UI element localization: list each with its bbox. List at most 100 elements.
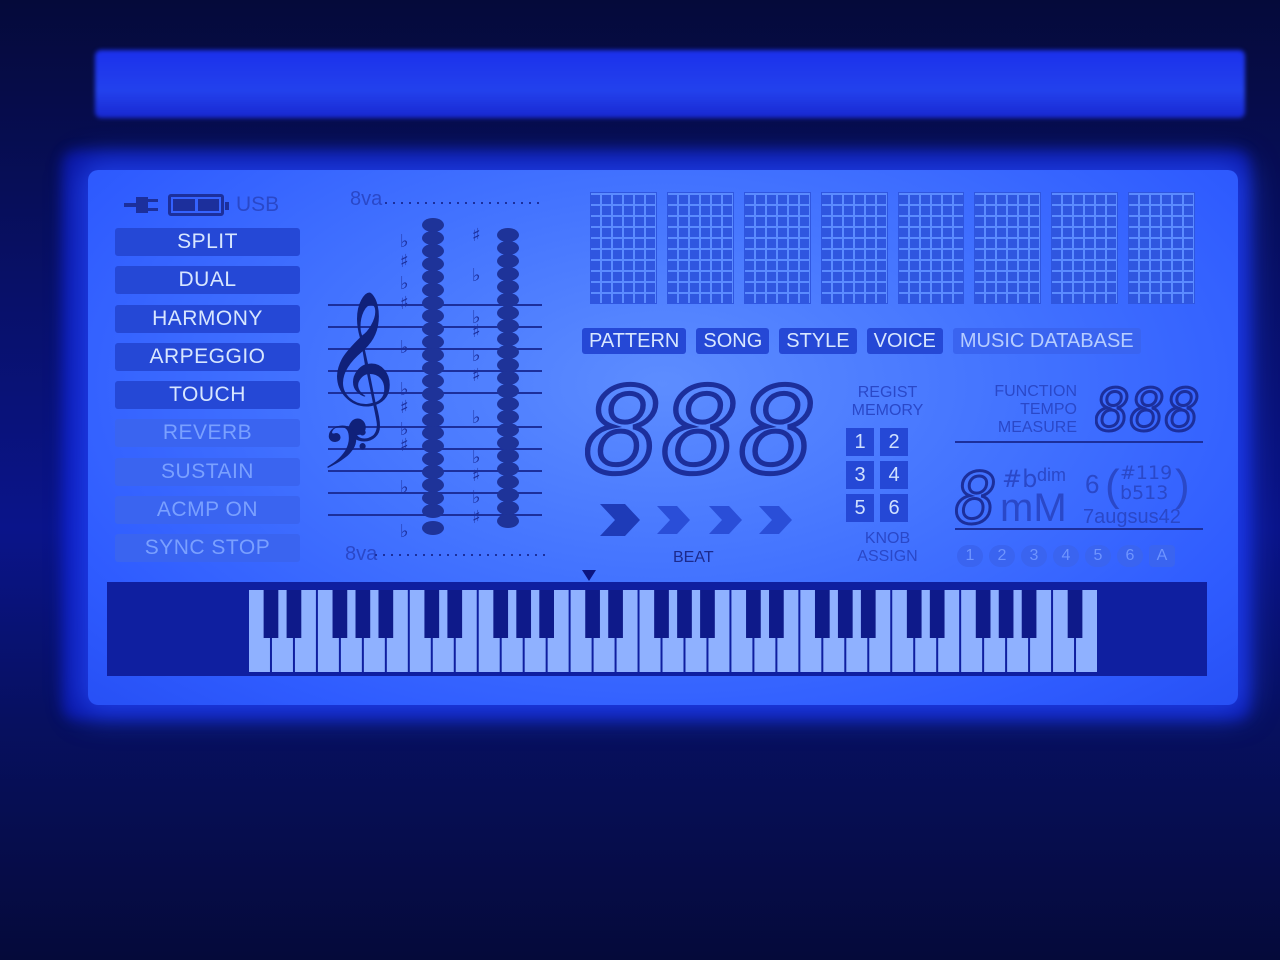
keyboard-display [249, 590, 1097, 672]
indicator-split: SPLIT [115, 228, 300, 256]
svg-text:♭: ♭ [400, 419, 409, 440]
black-key [654, 590, 669, 638]
svg-text:♭: ♭ [472, 487, 481, 508]
regist-1: 1 [846, 428, 874, 456]
treble-clef-icon: 𝄞 [322, 290, 396, 441]
power-plug-icon [124, 197, 158, 213]
divider [955, 441, 1203, 443]
svg-text:♭: ♭ [400, 379, 409, 400]
matrix-char [897, 192, 965, 304]
svg-text:888: 888 [1095, 384, 1200, 434]
mode-voice: VOICE [866, 328, 943, 354]
svg-text:mM: mM [1000, 486, 1067, 530]
black-key [585, 590, 600, 638]
black-key [447, 590, 463, 638]
indicator-arpeggio: ARPEGGIO [115, 342, 300, 371]
black-key [1067, 590, 1083, 638]
svg-text:): ) [1175, 461, 1190, 510]
svg-text:♯: ♯ [472, 321, 481, 342]
power-status: USB [122, 190, 279, 220]
regist-3: 3 [846, 461, 874, 489]
octave-down-label: 8va [345, 543, 378, 565]
black-key [860, 590, 876, 638]
matrix-char [1051, 192, 1119, 304]
svg-text:(: ( [1105, 461, 1120, 510]
music-staff: 𝄞 𝄢 ♭♯♭ ♯♭♭ ♯♭♯ ♭♭ ♯♭♭ ♯♭♯ ♭♭♯ [322, 202, 545, 556]
svg-text:♭: ♭ [400, 477, 409, 498]
svg-text:♯: ♯ [400, 293, 409, 314]
indicator-harmony: HARMONY [115, 304, 300, 333]
mode-style: STYLE [779, 328, 857, 354]
black-key [1021, 590, 1037, 638]
svg-text:♭: ♭ [472, 447, 481, 468]
indicator-dual: DUAL [115, 266, 300, 295]
divider [955, 528, 1203, 530]
note-column-right [497, 228, 519, 528]
black-key [263, 590, 279, 638]
black-key [814, 590, 830, 638]
black-key [355, 590, 371, 638]
dot-matrix-display [590, 192, 1195, 304]
regist-memory-buttons: 1 2 3 4 5 6 [846, 428, 908, 522]
black-key [286, 590, 302, 638]
bass-clef-icon: 𝄢 [322, 413, 368, 497]
indicator-sustain: SUSTAIN [115, 457, 300, 486]
indicator-reverb: REVERB [115, 419, 300, 448]
beat-indicator [600, 504, 792, 536]
black-key [608, 590, 623, 638]
octave-up-label: 8va [350, 188, 383, 210]
regist-memory-label: REGIST MEMORY [851, 384, 924, 419]
mode-music-database: MUSIC DATABASE [952, 328, 1141, 354]
svg-text:♯: ♯ [400, 251, 409, 272]
indicator-sync-stop: SYNC STOP [115, 534, 300, 563]
track-5: 5 [1085, 545, 1111, 567]
track-4: 4 [1053, 545, 1079, 567]
regist-2: 2 [880, 428, 908, 456]
mode-tabs: PATTERN SONG STYLE VOICE MUSIC DATABASE [582, 328, 1197, 354]
matrix-char [974, 192, 1042, 304]
svg-text:8: 8 [955, 458, 997, 530]
svg-text:b513: b513 [1120, 482, 1168, 504]
chord-display: 8 #b dim 6 mM 7augsus42 ( ) #119 b513 [955, 457, 1190, 531]
matrix-char [1128, 192, 1195, 304]
svg-text:♭: ♭ [400, 521, 409, 542]
black-key [906, 590, 922, 638]
knob-assign-label: KNOB ASSIGN [857, 530, 918, 565]
function-tempo-measure-label: FUNCTION TEMPO MEASURE [994, 383, 1077, 436]
regist-5: 5 [846, 494, 874, 522]
svg-text:♭: ♭ [400, 231, 409, 252]
svg-text:♯: ♯ [400, 397, 409, 418]
matrix-char [590, 192, 657, 304]
black-key [769, 590, 784, 638]
track-indicators: 1 2 3 4 5 6 A [957, 545, 1175, 567]
black-key [837, 590, 853, 638]
matrix-char [820, 192, 888, 304]
black-key [700, 590, 715, 638]
split-point-marker-icon [582, 570, 596, 581]
svg-text:6: 6 [1085, 469, 1099, 499]
black-key [746, 590, 761, 638]
indicator-acmp-on: ACMP ON [115, 496, 300, 525]
black-key [929, 590, 945, 638]
matrix-char [666, 192, 734, 304]
mode-song: SONG [696, 328, 770, 354]
indicator-list: SPLIT DUAL HARMONY ARPEGGIO TOUCH REVERB… [115, 228, 300, 573]
svg-text:888: 888 [585, 380, 817, 480]
black-key [539, 590, 554, 638]
svg-text:dim: dim [1037, 465, 1066, 485]
svg-text:♯: ♯ [472, 507, 481, 528]
regist-4: 4 [880, 461, 908, 489]
svg-text:♭: ♭ [472, 407, 481, 428]
svg-text:7augsus42: 7augsus42 [1083, 506, 1181, 528]
track-6: 6 [1117, 545, 1143, 567]
mode-pattern: PATTERN [582, 328, 687, 354]
function-number-display: 888 [1095, 384, 1202, 434]
svg-text:♭: ♭ [472, 345, 481, 366]
top-bezel-glow [95, 50, 1245, 118]
track-1: 1 [957, 545, 983, 567]
note-column-left [422, 218, 444, 535]
svg-text:#b: #b [1002, 465, 1037, 493]
svg-text:♯: ♯ [472, 365, 481, 386]
usb-label: USB [236, 193, 280, 216]
beat-label: BEAT [673, 549, 714, 566]
